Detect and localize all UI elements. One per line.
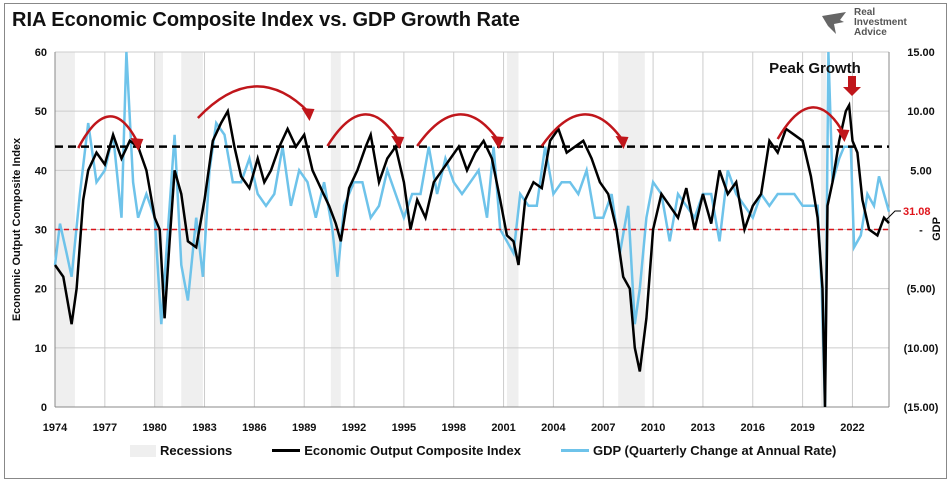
y2-tick-label: -	[919, 225, 923, 237]
y2-tick-label: (15.00)	[904, 402, 939, 414]
legend-swatch	[560, 449, 589, 452]
chart-title: RIA Economic Composite Index vs. GDP Gro…	[12, 9, 520, 31]
y2-tick-label: 15.00	[907, 47, 935, 59]
y2-tick-label: 5.00	[910, 165, 931, 177]
eagle-logo-icon	[822, 12, 846, 34]
arrowhead-icon	[836, 129, 850, 142]
x-tick-label: 1983	[192, 422, 216, 434]
y2-tick-label: 10.00	[907, 106, 935, 118]
y-tick-label: 20	[35, 284, 47, 296]
legend-item-recessions: Recessions	[130, 443, 232, 458]
legend-label: Recessions	[160, 443, 233, 458]
legend-label: Economic Output Composite Index	[304, 443, 521, 458]
x-tick-label: 1977	[93, 422, 117, 434]
last-value-leader	[884, 210, 901, 222]
x-tick-label: 1995	[392, 422, 416, 434]
legend-label: GDP (Quarterly Change at Annual Rate)	[592, 443, 837, 458]
x-tick-label: 2010	[641, 422, 665, 434]
legend-swatch	[272, 449, 301, 452]
gdp-series-line	[53, 51, 891, 408]
x-tick-label: 2001	[491, 422, 515, 434]
y2-tick-label: (5.00)	[907, 284, 936, 296]
cycle-arc-arrow	[326, 113, 400, 147]
y-tick-label: 60	[35, 47, 47, 59]
x-tick-label: 2016	[741, 422, 765, 434]
peak-growth-label: Peak Growth	[769, 60, 861, 77]
legend-item-gdp: GDP (Quarterly Change at Annual Rate)	[560, 443, 837, 458]
cycle-arc-arrow	[776, 106, 845, 140]
x-tick-label: 1989	[292, 422, 316, 434]
arrowhead-icon	[301, 108, 315, 121]
y-tick-label: 40	[35, 165, 47, 177]
logo: Real Investment Advice	[820, 8, 907, 38]
x-tick-label: 1986	[242, 422, 266, 434]
x-tick-label: 2022	[840, 422, 864, 434]
y-tick-label: 30	[35, 225, 47, 237]
x-tick-label: 2007	[591, 422, 615, 434]
chart-frame	[4, 3, 947, 479]
logo-text: Real	[854, 7, 876, 18]
logo-text: Investment	[854, 17, 907, 28]
x-tick-label: 1974	[43, 422, 68, 434]
arrowhead-icon	[130, 138, 144, 151]
x-tick-label: 1980	[142, 422, 166, 434]
x-tick-label: 1992	[342, 422, 366, 434]
down-arrow-icon	[843, 76, 861, 96]
logo-text: Advice	[854, 27, 887, 38]
y2-tick-label: (10.00)	[904, 343, 939, 355]
cycle-arc-arrow	[416, 113, 499, 147]
x-tick-label: 2019	[790, 422, 814, 434]
cycle-arc-arrow	[540, 113, 624, 147]
cycle-arc-arrow	[196, 85, 310, 119]
arrowhead-icon	[615, 136, 629, 149]
legend-swatch	[130, 444, 156, 457]
x-tick-label: 2013	[691, 422, 715, 434]
x-tick-label: 1998	[441, 422, 465, 434]
x-tick-label: 2004	[541, 422, 566, 434]
last-value-label: 31.08	[903, 206, 931, 218]
arrowhead-icon	[490, 136, 504, 149]
y-axis-title: Economic Output Composite Index	[11, 137, 23, 321]
legend: Recessions Economic Output Composite Ind…	[130, 443, 836, 458]
y-tick-label: 10	[35, 343, 47, 355]
composite-series-line	[53, 101, 890, 408]
legend-item-composite: Economic Output Composite Index	[272, 443, 521, 458]
y2-axis-title: GDP	[931, 217, 943, 241]
arrowhead-icon	[391, 136, 405, 149]
cycle-arc-arrow	[77, 115, 139, 149]
y-tick-label: 50	[35, 106, 47, 118]
y-tick-label: 0	[41, 402, 47, 414]
